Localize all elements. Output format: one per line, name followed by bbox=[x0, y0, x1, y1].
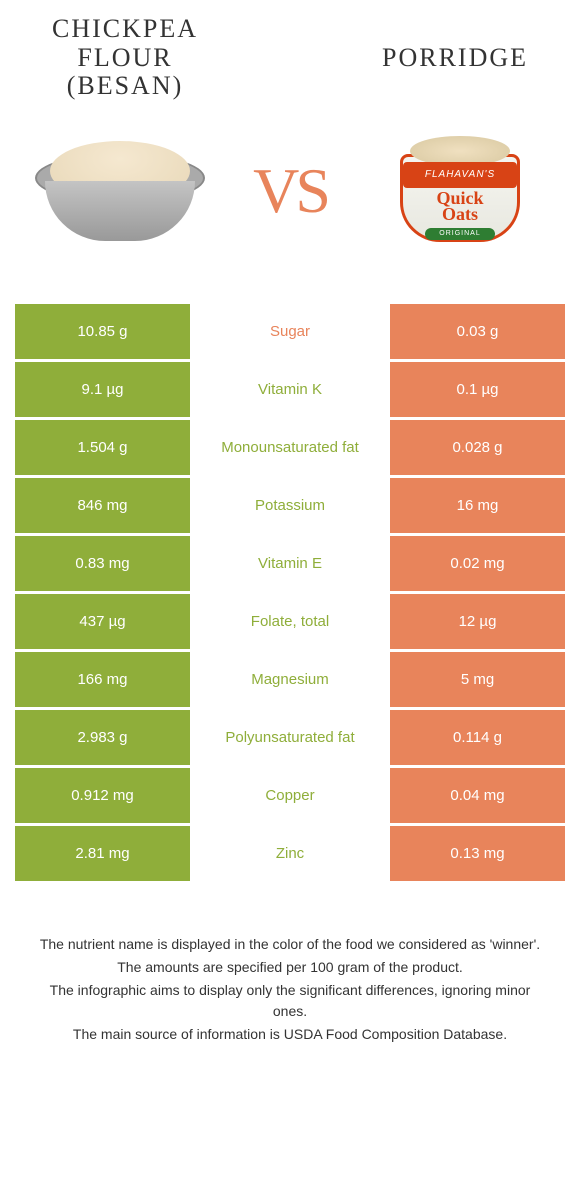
nutrient-name: Magnesium bbox=[190, 652, 390, 707]
right-value: 0.02 mg bbox=[390, 536, 565, 591]
nutrient-name: Copper bbox=[190, 768, 390, 823]
nutrient-name: Zinc bbox=[190, 826, 390, 881]
right-value: 0.114 g bbox=[390, 710, 565, 765]
nutrient-name: Polyunsaturated fat bbox=[190, 710, 390, 765]
left-value: 0.912 mg bbox=[15, 768, 190, 823]
left-value: 2.81 mg bbox=[15, 826, 190, 881]
left-food-title: CHICKPEA FLOUR (BESAN) bbox=[15, 15, 235, 101]
oats-cup-icon: FLAHAVAN'S Quick Oats ORIGINAL bbox=[395, 136, 525, 246]
right-value: 16 mg bbox=[390, 478, 565, 533]
table-row: 437 µgFolate, total12 µg bbox=[15, 594, 565, 649]
cup-variant-text: ORIGINAL bbox=[425, 228, 495, 240]
nutrient-name: Potassium bbox=[190, 478, 390, 533]
left-value: 10.85 g bbox=[15, 304, 190, 359]
nutrient-name: Vitamin K bbox=[190, 362, 390, 417]
left-value: 9.1 µg bbox=[15, 362, 190, 417]
table-row: 0.83 mgVitamin E0.02 mg bbox=[15, 536, 565, 591]
vs-label: VS bbox=[235, 154, 345, 228]
footer-line: The infographic aims to display only the… bbox=[35, 980, 545, 1022]
title-text: PORRIDGE bbox=[382, 43, 528, 72]
table-row: 0.912 mgCopper0.04 mg bbox=[15, 768, 565, 823]
table-row: 1.504 gMonounsaturated fat0.028 g bbox=[15, 420, 565, 475]
table-row: 846 mgPotassium16 mg bbox=[15, 478, 565, 533]
title-text: CHICKPEA bbox=[52, 14, 198, 43]
table-row: 2.81 mgZinc0.13 mg bbox=[15, 826, 565, 881]
titles-row: CHICKPEA FLOUR (BESAN) PORRIDGE bbox=[15, 15, 565, 101]
table-row: 166 mgMagnesium5 mg bbox=[15, 652, 565, 707]
nutrient-table: 10.85 gSugar0.03 g9.1 µgVitamin K0.1 µg1… bbox=[15, 301, 565, 884]
right-food-title: PORRIDGE bbox=[345, 44, 565, 73]
flour-bowl-icon bbox=[35, 141, 205, 241]
left-value: 0.83 mg bbox=[15, 536, 190, 591]
left-value: 437 µg bbox=[15, 594, 190, 649]
right-food-image: FLAHAVAN'S Quick Oats ORIGINAL bbox=[365, 121, 555, 261]
left-value: 1.504 g bbox=[15, 420, 190, 475]
footer-notes: The nutrient name is displayed in the co… bbox=[15, 934, 565, 1045]
vs-text: VS bbox=[253, 155, 327, 226]
right-value: 0.13 mg bbox=[390, 826, 565, 881]
right-value: 12 µg bbox=[390, 594, 565, 649]
table-row: 10.85 gSugar0.03 g bbox=[15, 304, 565, 359]
infographic-container: CHICKPEA FLOUR (BESAN) PORRIDGE VS FLAHA… bbox=[0, 0, 580, 1077]
right-value: 0.04 mg bbox=[390, 768, 565, 823]
left-value: 166 mg bbox=[15, 652, 190, 707]
footer-line: The main source of information is USDA F… bbox=[35, 1024, 545, 1045]
nutrient-name: Folate, total bbox=[190, 594, 390, 649]
cup-product-name: Quick Oats bbox=[410, 190, 510, 222]
cup-brand-text: FLAHAVAN'S bbox=[403, 162, 517, 188]
right-value: 0.028 g bbox=[390, 420, 565, 475]
left-food-image bbox=[25, 121, 215, 261]
nutrient-name: Monounsaturated fat bbox=[190, 420, 390, 475]
left-value: 846 mg bbox=[15, 478, 190, 533]
nutrient-name: Vitamin E bbox=[190, 536, 390, 591]
nutrient-name: Sugar bbox=[190, 304, 390, 359]
title-text: (BESAN) bbox=[67, 71, 184, 100]
right-value: 0.1 µg bbox=[390, 362, 565, 417]
footer-line: The amounts are specified per 100 gram o… bbox=[35, 957, 545, 978]
images-row: VS FLAHAVAN'S Quick Oats ORIGINAL bbox=[15, 121, 565, 261]
table-row: 9.1 µgVitamin K0.1 µg bbox=[15, 362, 565, 417]
table-row: 2.983 gPolyunsaturated fat0.114 g bbox=[15, 710, 565, 765]
right-value: 0.03 g bbox=[390, 304, 565, 359]
title-text: FLOUR bbox=[77, 43, 172, 72]
left-value: 2.983 g bbox=[15, 710, 190, 765]
footer-line: The nutrient name is displayed in the co… bbox=[35, 934, 545, 955]
right-value: 5 mg bbox=[390, 652, 565, 707]
